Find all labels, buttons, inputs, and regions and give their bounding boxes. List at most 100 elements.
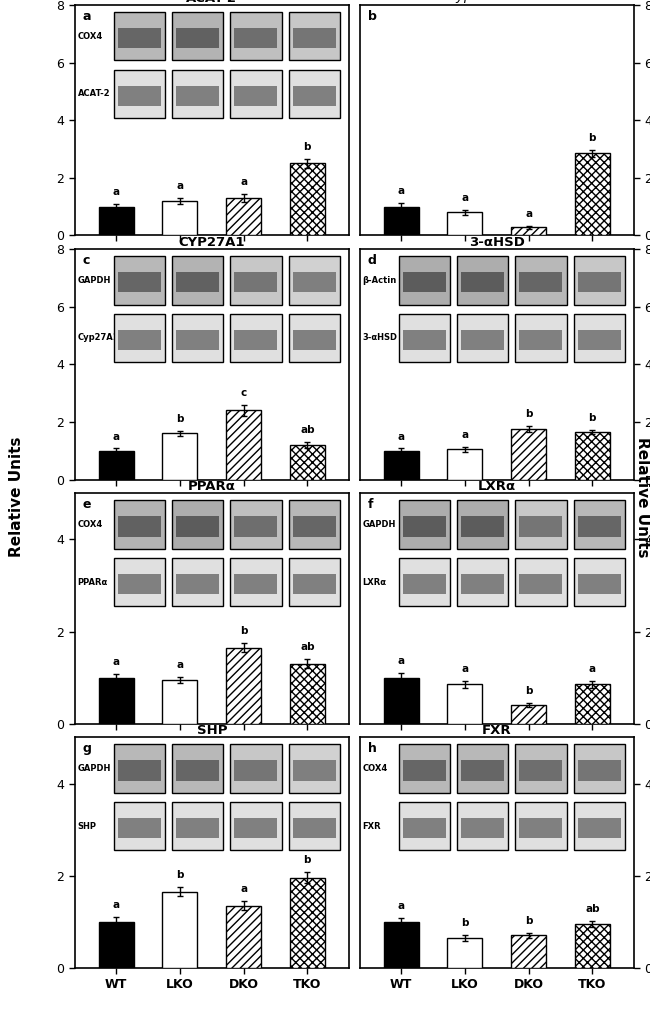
FancyBboxPatch shape (515, 744, 567, 793)
Bar (384, 207, 419, 235)
Text: SHP: SHP (77, 822, 96, 831)
FancyBboxPatch shape (114, 12, 165, 60)
Text: f: f (368, 498, 374, 511)
FancyBboxPatch shape (172, 69, 224, 118)
FancyBboxPatch shape (289, 69, 340, 118)
Bar (462, 272, 504, 293)
Bar (519, 761, 562, 780)
Bar (578, 272, 621, 293)
FancyBboxPatch shape (457, 744, 508, 793)
Title: PPARα: PPARα (188, 480, 236, 494)
Bar (118, 516, 161, 536)
FancyBboxPatch shape (457, 257, 508, 304)
Text: a: a (462, 193, 469, 203)
FancyBboxPatch shape (172, 257, 224, 304)
Text: d: d (368, 254, 377, 267)
Text: GAPDH: GAPDH (363, 520, 396, 529)
Bar (235, 818, 278, 838)
Bar (162, 434, 198, 479)
Bar (462, 516, 504, 536)
Title: SHP: SHP (196, 724, 227, 738)
Bar (578, 516, 621, 536)
Bar (575, 684, 610, 723)
Text: β-Actin: β-Actin (363, 276, 396, 285)
Text: 3-αHSD: 3-αHSD (363, 333, 397, 343)
Text: b: b (525, 916, 532, 926)
FancyBboxPatch shape (515, 802, 567, 851)
Text: b: b (176, 870, 184, 880)
Bar (403, 818, 446, 838)
Bar (292, 516, 335, 536)
Text: a: a (112, 657, 120, 667)
Bar (519, 516, 562, 536)
Bar (403, 330, 446, 350)
Bar (462, 573, 504, 594)
Title: CYP27A1: CYP27A1 (179, 236, 245, 249)
Text: Relative Units: Relative Units (634, 437, 650, 557)
Bar (384, 678, 419, 723)
Bar (226, 648, 261, 723)
Bar (519, 573, 562, 594)
Bar (511, 936, 546, 968)
Bar (118, 28, 161, 49)
Bar (511, 705, 546, 723)
Bar (292, 818, 335, 838)
FancyBboxPatch shape (172, 500, 224, 549)
FancyBboxPatch shape (172, 314, 224, 362)
FancyBboxPatch shape (172, 558, 224, 607)
Bar (118, 818, 161, 838)
Text: ACAT-2: ACAT-2 (77, 89, 110, 98)
Bar (118, 761, 161, 780)
Text: h: h (368, 742, 377, 756)
Text: COX4: COX4 (77, 520, 103, 529)
FancyBboxPatch shape (289, 802, 340, 851)
Bar (519, 272, 562, 293)
Text: ab: ab (300, 424, 315, 435)
FancyBboxPatch shape (399, 744, 450, 793)
FancyBboxPatch shape (114, 69, 165, 118)
Bar (226, 906, 261, 968)
Bar (290, 164, 325, 235)
Text: Cyp27A1: Cyp27A1 (77, 333, 119, 343)
FancyBboxPatch shape (399, 802, 450, 851)
FancyBboxPatch shape (573, 802, 625, 851)
Bar (118, 86, 161, 106)
Text: c: c (240, 388, 247, 397)
FancyBboxPatch shape (114, 257, 165, 304)
FancyBboxPatch shape (289, 12, 340, 60)
Text: a: a (112, 187, 120, 197)
Title: FXR: FXR (482, 724, 512, 738)
Bar (176, 86, 219, 106)
Bar (99, 451, 134, 479)
Text: b: b (304, 142, 311, 152)
Bar (575, 153, 610, 235)
FancyBboxPatch shape (172, 802, 224, 851)
Text: FXR: FXR (363, 822, 381, 831)
Text: a: a (398, 186, 405, 197)
Bar (403, 761, 446, 780)
FancyBboxPatch shape (230, 12, 281, 60)
FancyBboxPatch shape (230, 314, 281, 362)
Bar (235, 516, 278, 536)
FancyBboxPatch shape (457, 558, 508, 607)
Text: ab: ab (585, 904, 600, 914)
FancyBboxPatch shape (114, 500, 165, 549)
Bar (226, 411, 261, 479)
FancyBboxPatch shape (289, 558, 340, 607)
Text: a: a (176, 181, 183, 191)
Text: a: a (525, 209, 532, 219)
FancyBboxPatch shape (515, 257, 567, 304)
Bar (290, 663, 325, 723)
FancyBboxPatch shape (230, 69, 281, 118)
FancyBboxPatch shape (573, 744, 625, 793)
Text: COX4: COX4 (77, 32, 103, 40)
Text: b: b (589, 134, 596, 143)
Bar (99, 207, 134, 235)
Bar (176, 818, 219, 838)
Text: b: b (176, 414, 184, 423)
Text: a: a (589, 664, 596, 675)
FancyBboxPatch shape (230, 500, 281, 549)
Bar (290, 445, 325, 479)
Text: b: b (240, 626, 248, 637)
Text: ab: ab (300, 643, 315, 652)
